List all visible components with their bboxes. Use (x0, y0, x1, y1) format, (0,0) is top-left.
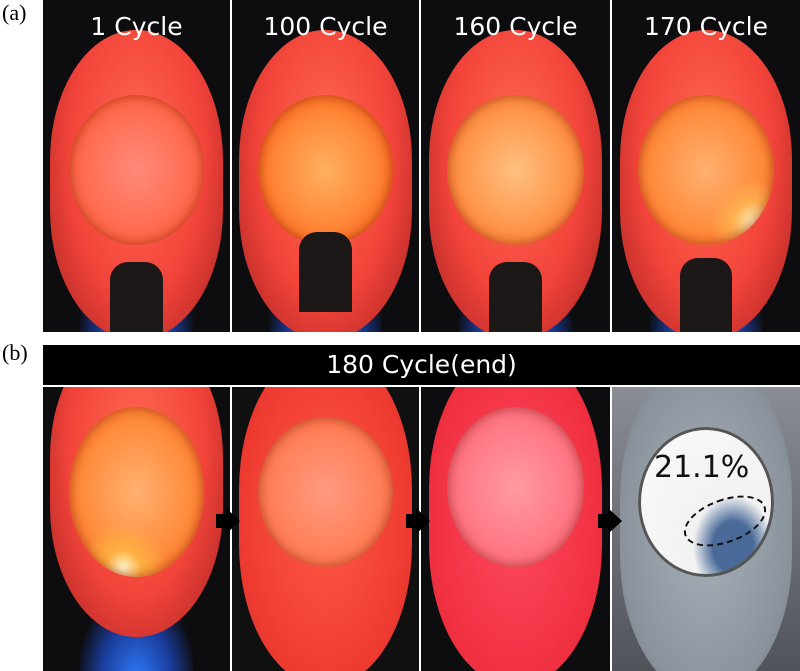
photo-100-cycle: 100 Cycle (232, 0, 419, 332)
photo-end-1 (43, 387, 230, 671)
caption: 100 Cycle (263, 12, 388, 41)
banner-180-cycle: 180 Cycle(end) (43, 345, 800, 385)
caption: 160 Cycle (453, 12, 578, 41)
panel-a-label: (a) (2, 0, 27, 25)
photo-170-cycle: 170 Cycle (612, 0, 800, 332)
photo-end-3 (421, 387, 610, 671)
panel-b-label: (b) (2, 340, 28, 365)
caption: 1 Cycle (90, 12, 183, 41)
caption: 170 Cycle (644, 12, 768, 41)
photo-1-cycle: 1 Cycle (43, 0, 230, 332)
photo-end-2 (232, 387, 419, 671)
photo-160-cycle: 160 Cycle (421, 0, 610, 332)
photo-end-4-cooled: 21.1% (612, 387, 800, 671)
area-percentage: 21.1% (654, 450, 750, 485)
